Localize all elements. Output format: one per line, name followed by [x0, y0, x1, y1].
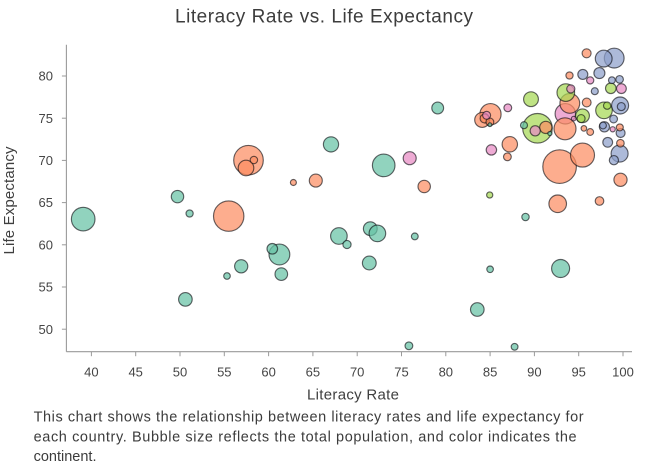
svg-text:Literacy Rate: Literacy Rate [307, 386, 399, 403]
svg-text:90: 90 [527, 365, 541, 380]
svg-text:55: 55 [39, 280, 53, 295]
svg-text:95: 95 [571, 365, 585, 380]
svg-text:65: 65 [39, 195, 53, 210]
svg-text:80: 80 [39, 69, 53, 84]
svg-text:50: 50 [173, 365, 187, 380]
svg-text:80: 80 [439, 365, 453, 380]
svg-text:each country. Bubble size refl: each country. Bubble size reflects the t… [34, 430, 577, 446]
svg-text:55: 55 [217, 365, 231, 380]
svg-text:75: 75 [394, 365, 408, 380]
svg-text:60: 60 [39, 237, 53, 252]
svg-text:65: 65 [306, 365, 320, 380]
svg-text:Life Expectancy: Life Expectancy [1, 146, 18, 255]
svg-text:Literacy Rate vs. Life Expecta: Literacy Rate vs. Life Expectancy [175, 7, 474, 28]
svg-text:100: 100 [612, 365, 634, 380]
svg-text:This chart shows the relations: This chart shows the relationship betwee… [34, 410, 584, 426]
svg-text:40: 40 [84, 365, 98, 380]
svg-text:50: 50 [39, 322, 53, 337]
svg-text:75: 75 [39, 111, 53, 126]
svg-text:70: 70 [39, 153, 53, 168]
svg-text:45: 45 [128, 365, 142, 380]
svg-text:60: 60 [261, 365, 275, 380]
svg-text:70: 70 [350, 365, 364, 380]
svg-text:85: 85 [483, 365, 497, 380]
svg-text:continent.: continent. [34, 449, 97, 465]
